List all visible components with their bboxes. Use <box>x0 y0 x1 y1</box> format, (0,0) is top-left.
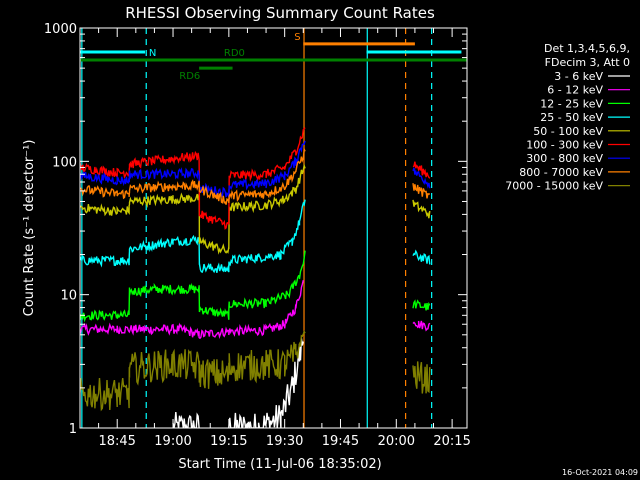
series-300-800-kev-segment-0 <box>80 140 306 199</box>
legend-label: 7000 - 15000 keV <box>505 180 603 193</box>
flag-label-s: S <box>294 32 300 43</box>
flag-label-rd6: RD6 <box>179 71 200 82</box>
series-300-800-kev-segment-1 <box>412 167 431 189</box>
legend: Det 1,3,4,5,6,9, FDecim 3, Att 0 3 - 6 k… <box>505 42 630 193</box>
series-50-100-kev-segment-1 <box>412 199 431 219</box>
series-7000-15000-kev-segment-0 <box>80 329 306 412</box>
series-12-25-kev-segment-0 <box>80 250 306 323</box>
series-50-100-kev-segment-0 <box>80 163 306 255</box>
x-tick-label: 19:15 <box>210 434 247 449</box>
x-axis-ticks: 18:45 19:00 19:15 19:30 19:45 20:00 20:15 <box>79 28 471 449</box>
legend-label: 6 - 12 keV <box>547 84 603 97</box>
chart-title: RHESSI Observing Summary Count Rates <box>125 4 435 22</box>
legend-label: 25 - 50 keV <box>540 111 603 124</box>
plot-area: N S RD0 RD6 <box>80 28 467 428</box>
flag-label-n: N <box>149 48 156 59</box>
legend-header-line-2: FDecim 3, Att 0 <box>545 56 630 69</box>
series-6-12-kev-segment-0 <box>80 280 304 340</box>
series-12-25-kev-segment-1 <box>412 299 431 311</box>
series-25-50-kev-segment-0 <box>80 199 306 274</box>
series-800-7000-kev-segment-0 <box>80 146 306 205</box>
y-tick-label: 1 <box>69 422 77 437</box>
series-3-6-kev-segment-1 <box>228 338 304 428</box>
series-6-12-kev-segment-1 <box>412 320 431 332</box>
plot-clip-group <box>80 28 467 428</box>
plot-frame <box>79 27 468 429</box>
series-7000-15000-kev-segment-1 <box>412 361 431 394</box>
series-100-300-kev-segment-0 <box>80 127 306 230</box>
x-tick-label: 19:45 <box>322 434 359 449</box>
legend-header-line-1: Det 1,3,4,5,6,9, <box>544 42 630 55</box>
legend-label: 50 - 100 keV <box>533 125 603 138</box>
y-axis-ticks: 1 10 100 1000 <box>44 22 467 437</box>
series-100-300-kev-segment-1 <box>412 161 431 179</box>
x-axis-label: Start Time (11-Jul-06 18:35:02) <box>178 457 381 472</box>
x-tick-label: 19:00 <box>154 434 191 449</box>
legend-label: 3 - 6 keV <box>554 70 603 83</box>
series-3-6-kev-segment-0 <box>172 412 200 428</box>
x-tick-label: 20:15 <box>433 434 470 449</box>
y-tick-label: 10 <box>60 289 77 304</box>
legend-label: 100 - 300 keV <box>526 139 603 152</box>
legend-label: 300 - 800 keV <box>526 152 603 165</box>
x-tick-label: 20:00 <box>378 434 415 449</box>
legend-label: 800 - 7000 keV <box>519 166 603 179</box>
x-tick-label: 19:30 <box>266 434 303 449</box>
y-tick-label: 1000 <box>44 22 77 37</box>
x-tick-label: 18:45 <box>98 434 135 449</box>
date-stamp: 16-Oct-2021 04:09 <box>562 468 638 477</box>
flag-label-rd0: RD0 <box>224 48 245 59</box>
y-tick-label: 100 <box>52 155 77 170</box>
legend-label: 12 - 25 keV <box>540 97 603 110</box>
series-25-50-kev-segment-1 <box>412 249 431 265</box>
y-axis-label: Count Rate (s⁻¹ detector⁻¹) <box>22 140 37 317</box>
series-800-7000-kev-segment-1 <box>412 183 431 199</box>
